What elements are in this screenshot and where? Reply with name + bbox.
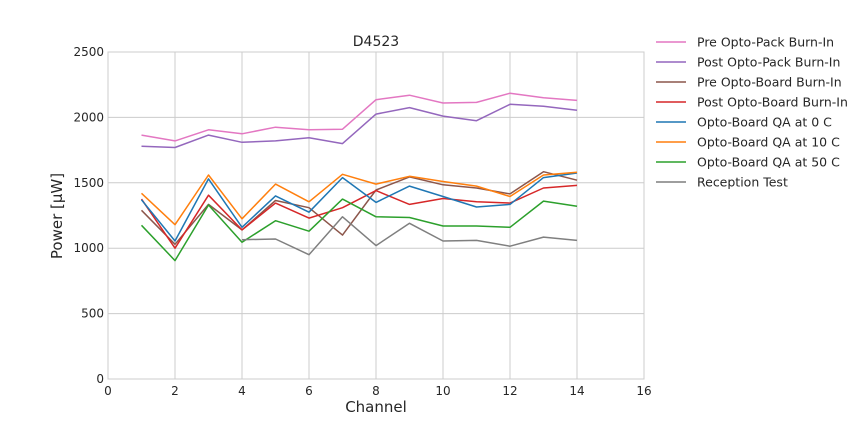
- legend-label: Post Opto-Board Burn-In: [697, 95, 848, 110]
- x-tick-label: 0: [104, 384, 112, 398]
- x-tick-label: 14: [569, 384, 584, 398]
- y-tick-label: 2000: [73, 110, 104, 124]
- legend-label: Pre Opto-Pack Burn-In: [697, 35, 834, 50]
- series-line: [140, 184, 578, 249]
- series-line: [140, 172, 578, 242]
- y-axis-label: Power [μW]: [48, 173, 66, 259]
- x-tick-label: 2: [171, 384, 179, 398]
- legend: Pre Opto-Pack Burn-In Post Opto-Pack Burn…: [656, 35, 848, 190]
- x-tick-label: 4: [238, 384, 246, 398]
- x-tick-label: 16: [636, 384, 651, 398]
- y-tick-labels: 0 500 1000 1500 2000 2500: [73, 45, 104, 386]
- series-line: [140, 198, 578, 262]
- legend-label: Reception Test: [697, 175, 788, 190]
- chart-title: D4523: [353, 34, 399, 50]
- x-tick-label: 6: [305, 384, 313, 398]
- series-line: [141, 92, 578, 142]
- legend-label: Pre Opto-Board Burn-In: [697, 75, 842, 90]
- y-tick-label: 1000: [73, 241, 104, 255]
- series-line: [141, 103, 578, 149]
- series-lines: [140, 92, 578, 262]
- x-tick-labels: 0 2 4 6 8 10 12 14 16: [104, 384, 651, 398]
- y-tick-label: 2500: [73, 45, 104, 59]
- y-tick-label: 1500: [73, 176, 104, 190]
- legend-label: Opto-Board QA at 10 C: [697, 135, 840, 150]
- x-tick-label: 10: [435, 384, 450, 398]
- legend-label: Post Opto-Pack Burn-In: [697, 55, 840, 70]
- series-line: [140, 171, 578, 226]
- legend-label: Opto-Board QA at 50 C: [697, 155, 840, 170]
- series-line: [140, 170, 578, 246]
- x-tick-label: 12: [502, 384, 517, 398]
- y-tick-label: 500: [81, 307, 104, 321]
- legend-label: Opto-Board QA at 0 C: [697, 115, 832, 130]
- grid-lines: [107, 51, 645, 380]
- x-axis-label: Channel: [345, 398, 407, 416]
- series-line: [241, 216, 578, 256]
- y-tick-label: 0: [96, 372, 104, 386]
- x-tick-label: 8: [372, 384, 380, 398]
